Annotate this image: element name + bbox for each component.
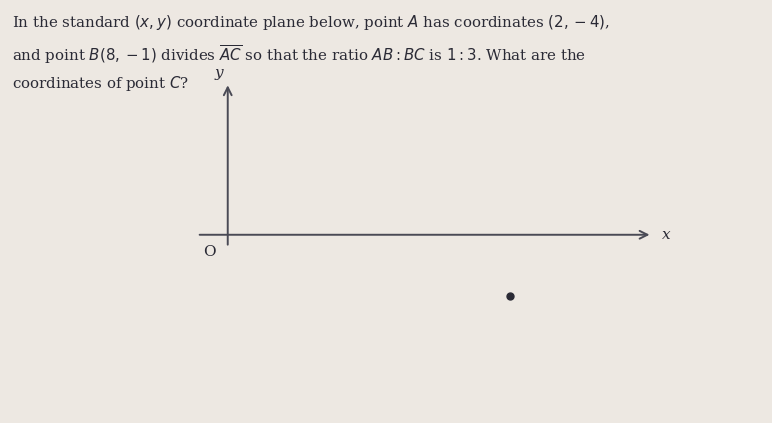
Text: y: y — [214, 66, 223, 80]
Text: x: x — [662, 228, 670, 242]
Text: and point $B(8, -1)$ divides $\overline{AC}$ so that the ratio $AB : BC$ is $1 :: and point $B(8, -1)$ divides $\overline{… — [12, 43, 586, 66]
Text: In the standard $(x, y)$ coordinate plane below, point $A$ has coordinates $(2, : In the standard $(x, y)$ coordinate plan… — [12, 13, 609, 32]
Text: O: O — [204, 245, 216, 259]
Text: coordinates of point $C$?: coordinates of point $C$? — [12, 74, 188, 93]
